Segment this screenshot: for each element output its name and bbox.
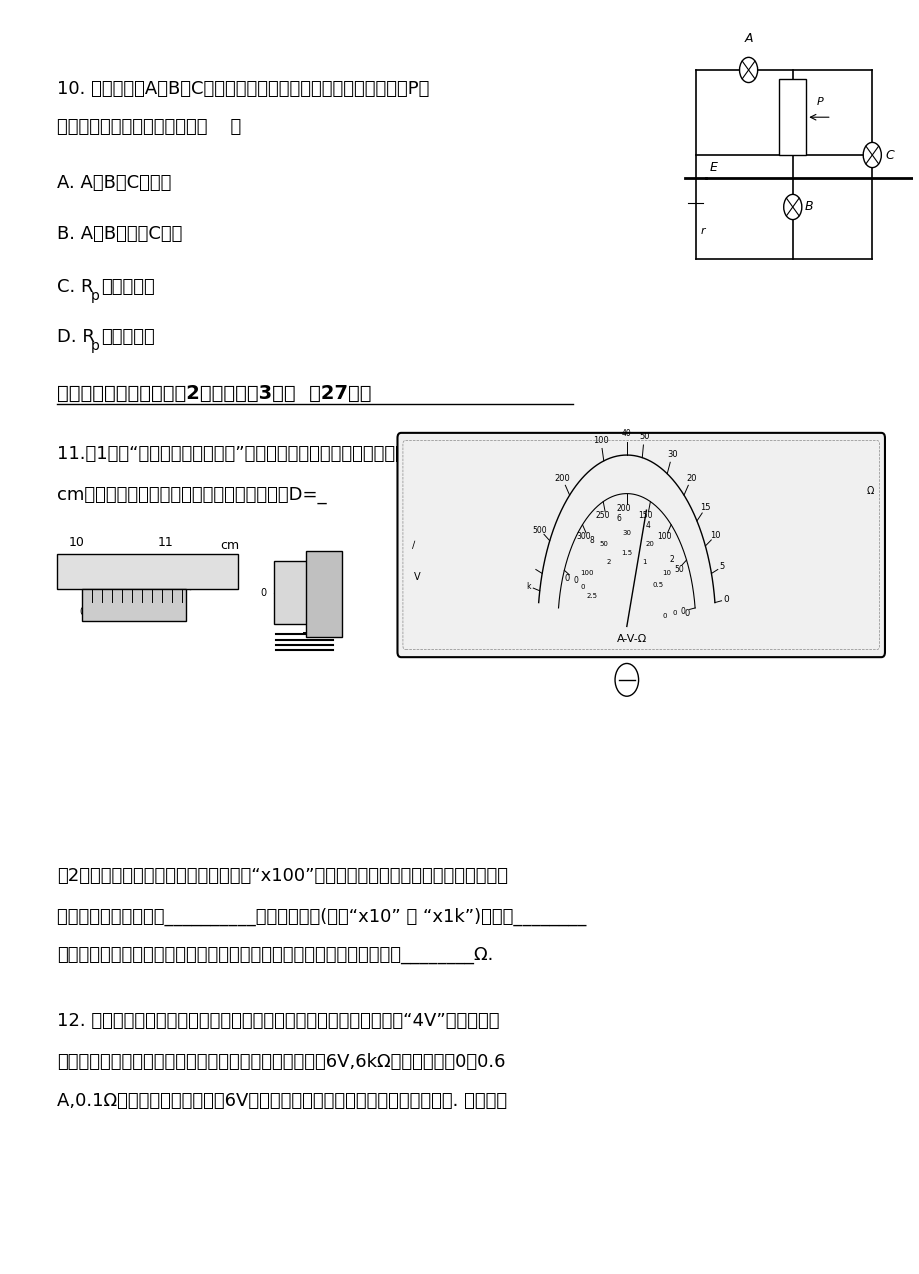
Text: 0: 0 [662, 613, 666, 619]
Text: 0: 0 [79, 606, 85, 617]
Text: 0: 0 [563, 575, 569, 583]
Text: B: B [804, 200, 812, 214]
Text: V: V [414, 572, 420, 582]
Text: 150: 150 [638, 511, 652, 520]
Circle shape [862, 143, 880, 168]
Text: （填操作过程）后，再次进行测量，多用表的示数如图所示，测量结果为________Ω.: （填操作过程）后，再次进行测量，多用表的示数如图所示，测量结果为________… [57, 945, 493, 963]
Text: 200: 200 [554, 474, 570, 483]
Text: 0: 0 [684, 609, 688, 618]
Text: 0: 0 [680, 606, 685, 615]
Text: 30: 30 [316, 627, 329, 637]
Text: 12. 一研究性学习小组研究小灯泡的伏安特性，小灯泡上标有额定电压“4V”字样，但额: 12. 一研究性学习小组研究小灯泡的伏安特性，小灯泡上标有额定电压“4V”字样，… [57, 1013, 499, 1031]
Text: 0: 0 [580, 583, 584, 590]
Text: 8: 8 [589, 536, 594, 545]
Bar [57, 554, 238, 589]
Text: 三、实验填空题（本题共2小题，每空3分，  內27分）: 三、实验填空题（本题共2小题，每空3分， 內27分） [57, 385, 371, 404]
Text: 30: 30 [666, 450, 676, 459]
Text: 50: 50 [674, 564, 683, 573]
Text: 1: 1 [641, 559, 646, 564]
Text: 11: 11 [157, 536, 173, 549]
Circle shape [783, 195, 801, 219]
Text: 15: 15 [699, 503, 710, 512]
Text: r: r [700, 225, 705, 236]
Text: p: p [91, 339, 100, 353]
Text: D. R: D. R [57, 329, 95, 347]
Text: 100: 100 [580, 569, 594, 576]
Text: mm.: mm. [57, 559, 97, 577]
Text: 1.5: 1.5 [620, 550, 631, 557]
Text: Ω: Ω [866, 487, 873, 497]
Text: 0.5: 0.5 [652, 581, 663, 587]
Text: 2: 2 [668, 555, 673, 564]
Text: 250: 250 [595, 511, 609, 520]
Text: 20: 20 [644, 541, 653, 548]
Text: B. A、B变亮，C变暗: B. A、B变亮，C变暗 [57, 224, 182, 243]
Text: p: p [91, 288, 100, 302]
Text: 50: 50 [639, 432, 649, 441]
Text: 500: 500 [532, 525, 547, 535]
Text: 2.5: 2.5 [586, 592, 597, 599]
Text: 10: 10 [709, 531, 720, 540]
Text: k: k [526, 582, 530, 591]
Text: P: P [816, 97, 823, 107]
Text: ∕: ∕ [412, 540, 415, 550]
Text: 的电压变小: 的电压变小 [101, 278, 154, 296]
Text: 10. 如图所示，A、B、C三只电灯均能发光，当把滑动变阵器的触头P向: 10. 如图所示，A、B、C三只电灯均能发光，当把滑动变阵器的触头P向 [57, 80, 428, 98]
Text: A: A [743, 32, 752, 45]
Text: 下滑动时，下列选项正确的是（    ）: 下滑动时，下列选项正确的是（ ） [57, 117, 241, 135]
Text: 20: 20 [686, 474, 696, 483]
Text: 200: 200 [616, 503, 630, 512]
Text: 角度过大，因此需选择__________倍率的电阱挡(填：“x10” 或 “x1k”)，并需________: 角度过大，因此需选择__________倍率的电阱挡(填：“x10” 或 “x1… [57, 907, 585, 926]
Circle shape [739, 57, 757, 83]
Text: A. A、B、C都变亮: A. A、B、C都变亮 [57, 175, 171, 192]
Text: 30: 30 [621, 530, 630, 536]
Text: 40: 40 [316, 596, 329, 606]
Text: cm；用螺旋测微器测得金属丝的直径，其示数D=_: cm；用螺旋测微器测得金属丝的直径，其示数D=_ [57, 485, 326, 503]
Text: 10: 10 [176, 606, 187, 617]
Text: 10: 10 [661, 569, 670, 576]
Text: C. R: C. R [57, 278, 93, 296]
Text: 的电压变大: 的电压变大 [101, 329, 154, 347]
Bar [82, 589, 187, 620]
Text: 100: 100 [593, 436, 608, 445]
Text: 45: 45 [316, 582, 329, 591]
Bar [274, 562, 337, 624]
Text: 35: 35 [316, 613, 329, 623]
Text: 4: 4 [645, 521, 650, 530]
Text: 11.（1）在“测定金属丝的电阱率”实验中，某同学用游标卡尺测了金属丝长度为L=____: 11.（1）在“测定金属丝的电阱率”实验中，某同学用游标卡尺测了金属丝长度为L=… [57, 446, 520, 464]
Text: 10: 10 [69, 536, 85, 549]
Text: 300: 300 [575, 533, 590, 541]
FancyBboxPatch shape [397, 433, 884, 657]
Text: 0: 0 [573, 576, 577, 585]
Text: E: E [709, 161, 717, 175]
Text: A-V-Ω: A-V-Ω [616, 634, 646, 645]
Text: cm: cm [220, 539, 239, 552]
Text: 40: 40 [621, 429, 631, 438]
Text: 50: 50 [599, 541, 608, 548]
Text: 5: 5 [719, 562, 724, 571]
Text: 0: 0 [722, 595, 728, 604]
Bar [306, 552, 342, 637]
Text: 50: 50 [316, 566, 329, 576]
Text: （2）用多用表测量某元件的电阱，选用“x100”倍率的电阱挡测量，发现多用表指针偏转: （2）用多用表测量某元件的电阱，选用“x100”倍率的电阱挡测量，发现多用表指针… [57, 868, 507, 885]
Text: 0: 0 [672, 610, 676, 617]
Bar [778, 79, 805, 155]
Text: 2: 2 [607, 559, 610, 564]
Text: 0: 0 [261, 587, 267, 598]
Circle shape [615, 664, 638, 696]
Text: A,0.1Ω）、电池组（电动势为6V）、开关、滑动变阵器、小灯泡、导线若干. 实验时要: A,0.1Ω）、电池组（电动势为6V）、开关、滑动变阵器、小灯泡、导线若干. 实… [57, 1092, 506, 1110]
Text: C: C [885, 149, 893, 162]
Text: 6: 6 [616, 515, 620, 524]
Text: 定功率和电流均不清晰，实验室备有的器材是：电压表（6V,6kΩ）、电流表（0～0.6: 定功率和电流均不清晰，实验室备有的器材是：电压表（6V,6kΩ）、电流表（0～0… [57, 1052, 505, 1070]
Text: 100: 100 [657, 533, 672, 541]
